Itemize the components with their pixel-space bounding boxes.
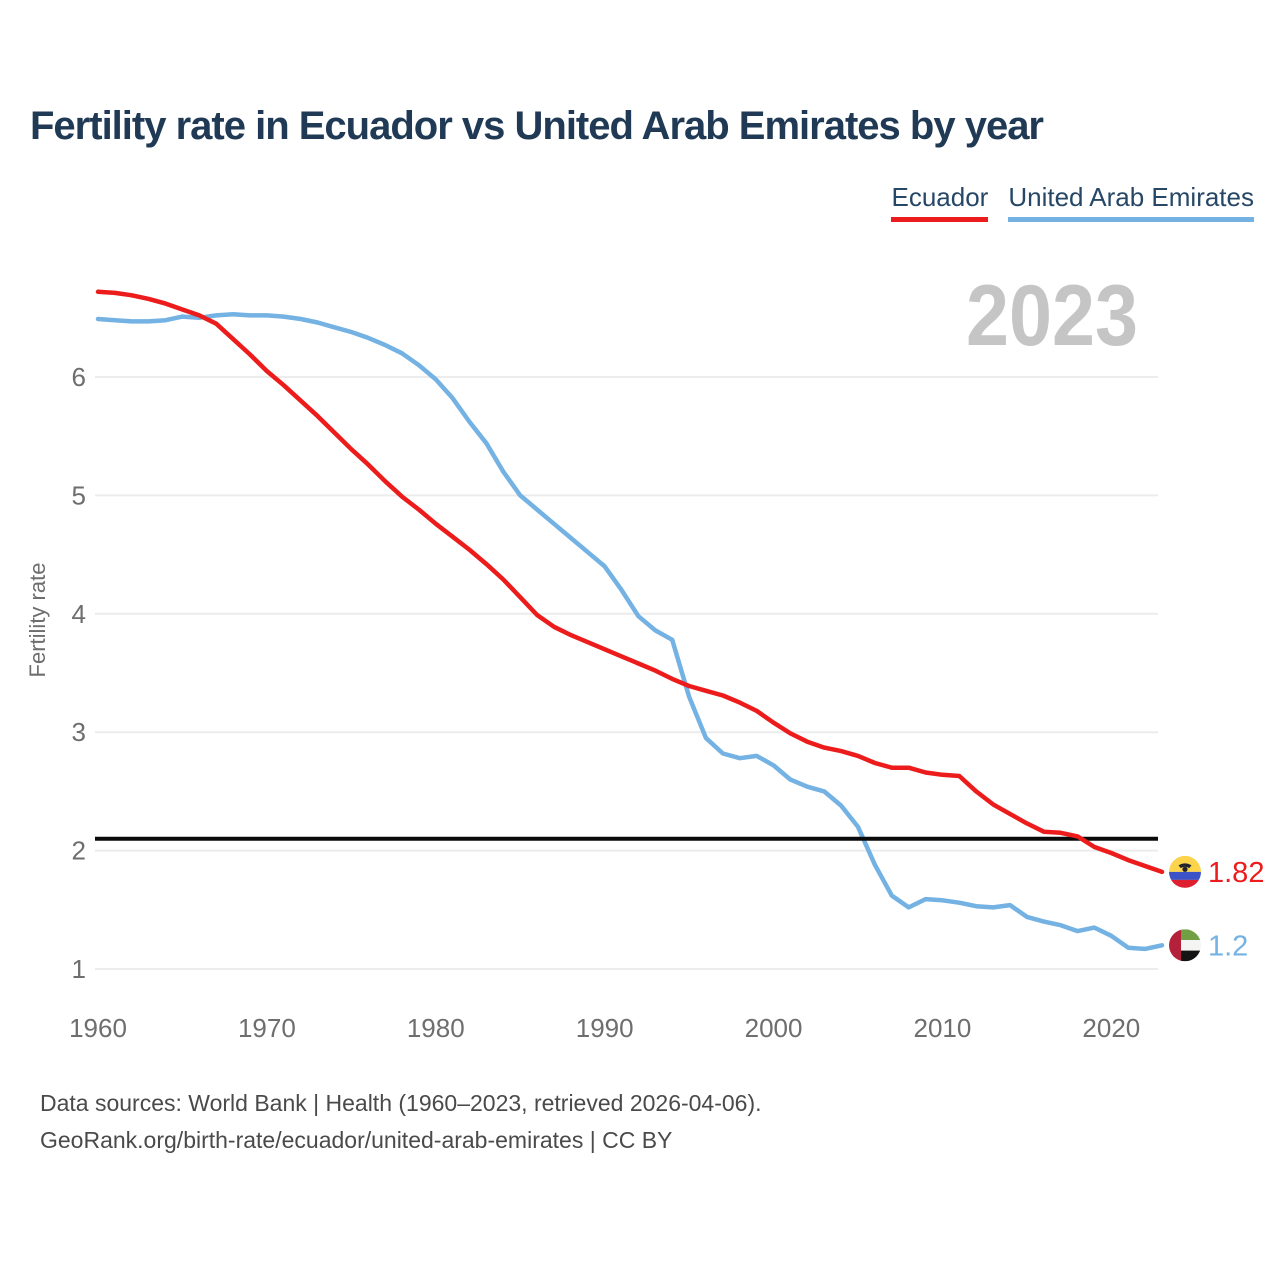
end-value-label-ecuador: 1.82: [1208, 857, 1264, 889]
x-tick-label: 2020: [1082, 1013, 1140, 1043]
y-tick-label: 4: [72, 599, 86, 629]
footer: Data sources: World Bank | Health (1960–…: [40, 1085, 762, 1159]
x-tick-label: 1980: [407, 1013, 465, 1043]
y-tick-label: 5: [72, 480, 86, 510]
source-url-text: GeoRank.org/birth-rate/ecuador/united-ar…: [40, 1127, 673, 1153]
data-sources-text: Data sources: World Bank | Health (1960–…: [40, 1090, 762, 1116]
x-tick-label: 2000: [745, 1013, 803, 1043]
legend-item-ecuador[interactable]: Ecuador: [891, 182, 989, 222]
uae-flag-icon: [1169, 929, 1201, 962]
page-title: Fertility rate in Ecuador vs United Arab…: [30, 104, 1044, 148]
end-value-label-uae: 1.2: [1208, 930, 1248, 962]
x-tick-label: 1970: [238, 1013, 296, 1043]
y-tick-label: 6: [72, 362, 86, 392]
y-tick-label: 3: [72, 717, 86, 747]
y-tick-label: 2: [72, 836, 86, 866]
ecuador-flag-icon: [1169, 855, 1201, 888]
x-tick-label: 1990: [576, 1013, 634, 1043]
series-line-united-arab-emirates: [95, 311, 1165, 952]
y-tick-label: 1: [72, 954, 86, 984]
x-tick-label: 2010: [914, 1013, 972, 1043]
series-line-ecuador: [95, 289, 1165, 875]
x-tick-label: 1960: [69, 1013, 127, 1043]
legend: Ecuador United Arab Emirates: [891, 182, 1254, 222]
y-axis-title: Fertility rate: [25, 563, 50, 678]
watermark-year: 2023: [966, 268, 1138, 364]
legend-item-united-arab-emirates[interactable]: United Arab Emirates: [1008, 182, 1254, 222]
